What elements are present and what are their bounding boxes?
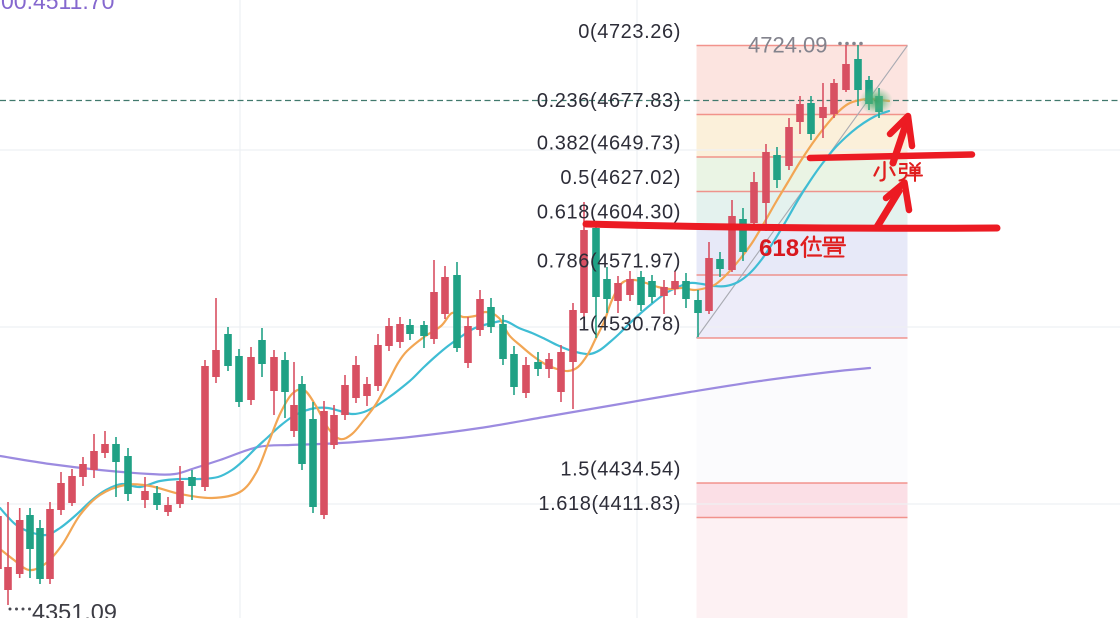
svg-text:1.5(4434.54): 1.5(4434.54) (560, 459, 681, 481)
svg-text:0.786(4571.97): 0.786(4571.97) (537, 251, 681, 273)
svg-text:0.236(4677.83): 0.236(4677.83) (537, 90, 681, 112)
svg-text:0.5(4627.02): 0.5(4627.02) (560, 167, 681, 189)
svg-text:4351.09: 4351.09 (32, 599, 117, 618)
svg-text:4724.09: 4724.09 (748, 33, 828, 58)
svg-text:1(4530.78): 1(4530.78) (578, 314, 681, 336)
svg-text:00.4511.70: 00.4511.70 (1, 0, 114, 14)
svg-text:1.618(4411.83): 1.618(4411.83) (538, 493, 681, 515)
svg-text:0.382(4649.73): 0.382(4649.73) (537, 133, 681, 155)
svg-text:0.618(4604.30): 0.618(4604.30) (537, 202, 681, 224)
svg-text:0(4723.26): 0(4723.26) (578, 21, 681, 43)
svg-text:618: 618 (759, 235, 799, 262)
